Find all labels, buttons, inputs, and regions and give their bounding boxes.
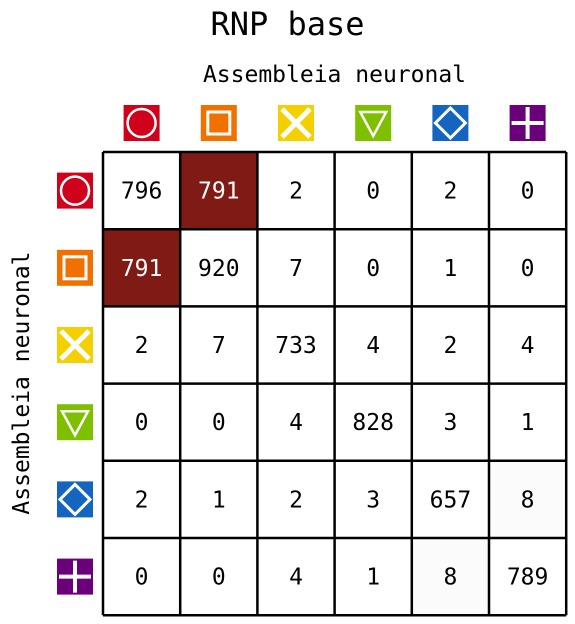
heatmap-cell bbox=[334, 538, 412, 616]
cell-value-label: 789 bbox=[507, 565, 549, 591]
cell-value-label: 2 bbox=[135, 487, 149, 513]
cell-value-label: 3 bbox=[366, 487, 380, 513]
heatmap-cell bbox=[334, 152, 412, 230]
heatmap-cell bbox=[180, 460, 258, 538]
cell-value-label: 791 bbox=[121, 256, 163, 282]
cell-value-label: 1 bbox=[366, 565, 380, 591]
heatmap-cell bbox=[180, 229, 258, 307]
diamond-icon bbox=[57, 482, 93, 517]
cell-value-label: 2 bbox=[135, 333, 149, 359]
cell-value-label: 0 bbox=[135, 410, 149, 436]
cell-value-label: 733 bbox=[275, 333, 317, 359]
heatmap-cell bbox=[489, 538, 567, 616]
cell-value-label: 828 bbox=[352, 410, 394, 436]
cell-value-label: 0 bbox=[366, 256, 380, 282]
cell-value-label: 7 bbox=[212, 333, 226, 359]
cell-value-label: 0 bbox=[135, 565, 149, 591]
cell-value-label: 4 bbox=[521, 333, 535, 359]
heatmap-cell bbox=[411, 152, 489, 230]
heatmap-cell bbox=[489, 460, 567, 538]
cell-value-label: 1 bbox=[443, 256, 457, 282]
heatmap-cell bbox=[257, 383, 335, 461]
square-icon bbox=[206, 110, 232, 136]
heatmap-cell bbox=[257, 306, 335, 384]
heatmap-cell bbox=[334, 460, 412, 538]
cell-value-label: 2 bbox=[443, 333, 457, 359]
heatmap-cell bbox=[103, 383, 181, 461]
heatmap-cell bbox=[180, 538, 258, 616]
heatmap-cell bbox=[103, 460, 181, 538]
heatmap-cell bbox=[334, 229, 412, 307]
cell-value-label: 4 bbox=[366, 333, 380, 359]
cell-value-label: 8 bbox=[443, 565, 457, 591]
heatmap-cell bbox=[334, 383, 412, 461]
heatmap-cell bbox=[103, 229, 181, 307]
heatmap-cell bbox=[103, 306, 181, 384]
cell-value-label: 791 bbox=[198, 179, 240, 205]
cell-value-label: 796 bbox=[121, 179, 163, 205]
circle-icon bbox=[126, 107, 157, 139]
cell-value-label: 4 bbox=[289, 565, 303, 591]
heatmap-cell bbox=[489, 383, 567, 461]
cell-value-label: 0 bbox=[212, 410, 226, 436]
heatmap-cell bbox=[257, 538, 335, 616]
heatmap-cell bbox=[103, 152, 181, 230]
heatmap-cell bbox=[411, 383, 489, 461]
heatmap-cell bbox=[489, 229, 567, 307]
x-axis-label: Assembleia neuronal bbox=[202, 62, 467, 88]
diamond-icon bbox=[433, 105, 468, 141]
plus-icon bbox=[511, 107, 544, 139]
heatmap-cell bbox=[103, 538, 181, 616]
cell-value-label: 8 bbox=[521, 487, 535, 513]
plus-icon bbox=[59, 560, 91, 593]
square-icon bbox=[62, 255, 88, 281]
circle-icon bbox=[59, 175, 91, 206]
x-cross-icon bbox=[280, 107, 312, 139]
heatmap-cell bbox=[180, 383, 258, 461]
heatmap-cell bbox=[334, 306, 412, 384]
cell-value-label: 3 bbox=[443, 410, 457, 436]
heatmap-cell bbox=[257, 152, 335, 230]
cell-value-label: 7 bbox=[289, 256, 303, 282]
cell-value-label: 0 bbox=[521, 256, 535, 282]
heatmap-cell bbox=[489, 152, 567, 230]
heatmap-cell bbox=[411, 460, 489, 538]
x-cross-icon bbox=[59, 329, 91, 361]
triangle-down-icon bbox=[358, 110, 389, 139]
cell-value-label: 2 bbox=[289, 179, 303, 205]
cell-value-label: 1 bbox=[212, 487, 226, 513]
cell-value-label: 1 bbox=[521, 410, 535, 436]
heatmap-cell bbox=[180, 152, 258, 230]
cell-value-label: 4 bbox=[289, 410, 303, 436]
heatmap-cell bbox=[257, 229, 335, 307]
cell-value-label: 0 bbox=[521, 179, 535, 205]
cell-value-label: 0 bbox=[366, 179, 380, 205]
heatmap-cell bbox=[411, 229, 489, 307]
heatmap-cell bbox=[180, 306, 258, 384]
chart-title: RNP base bbox=[210, 5, 365, 43]
cell-value-label: 2 bbox=[289, 487, 303, 513]
heatmap-cell bbox=[257, 460, 335, 538]
cell-value-label: 0 bbox=[212, 565, 226, 591]
heatmap-cell bbox=[411, 538, 489, 616]
cell-value-label: 920 bbox=[198, 256, 240, 282]
heatmap-cell bbox=[489, 306, 567, 384]
cell-value-label: 2 bbox=[443, 179, 457, 205]
cell-value-label: 657 bbox=[430, 487, 472, 513]
triangle-down-icon bbox=[59, 409, 91, 438]
heatmap-cell bbox=[411, 306, 489, 384]
